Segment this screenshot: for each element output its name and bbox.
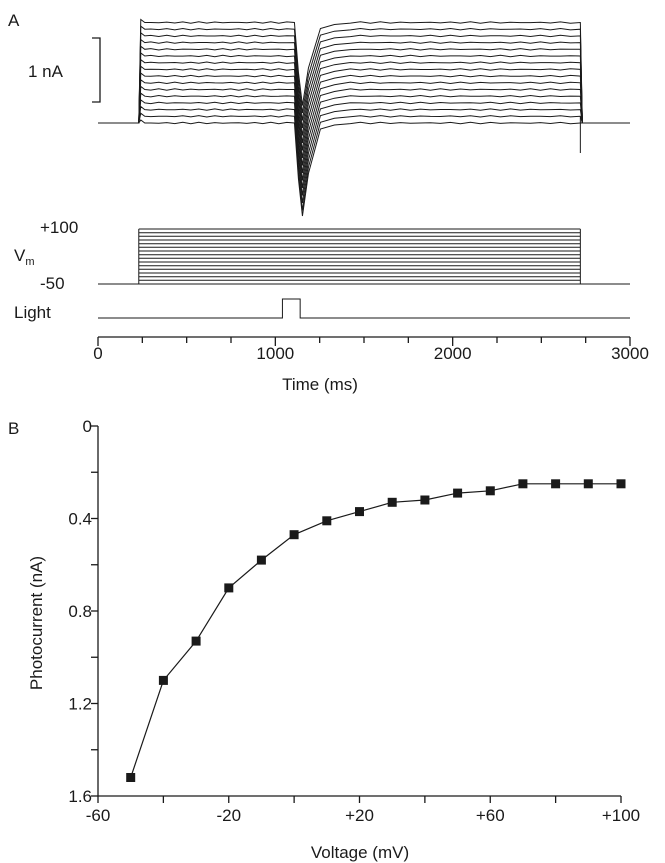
time-axis: 0 1000 2000 3000	[93, 336, 649, 363]
voltage-axis-label: Voltage (mV)	[311, 843, 409, 862]
x-tick-label: +20	[345, 806, 374, 825]
y-tick-label: 1.2	[68, 695, 92, 714]
current-trace	[98, 85, 630, 181]
panel-a-traces	[98, 18, 630, 217]
y-tick-label: 0.8	[68, 602, 92, 621]
current-trace	[98, 92, 630, 189]
iv-point	[551, 479, 561, 489]
x-tick-label: +60	[476, 806, 505, 825]
voltage-protocol	[98, 228, 630, 285]
iv-axes-lines	[97, 426, 621, 797]
iv-point	[355, 507, 364, 517]
iv-curve-line	[130, 483, 621, 778]
iv-points	[126, 479, 626, 782]
current-trace	[98, 25, 630, 124]
iv-point	[322, 516, 332, 526]
iv-point	[224, 583, 234, 593]
voltage-label-sub: m	[25, 256, 34, 268]
voltage-label: Vm	[14, 246, 35, 268]
time-tick-label: 1000	[256, 344, 294, 363]
x-tick-label: +100	[602, 806, 640, 825]
iv-point	[256, 555, 266, 565]
light-pulse	[98, 298, 630, 319]
y-tick-label: 1.6	[68, 787, 92, 806]
time-axis-label: Time (ms)	[282, 375, 358, 394]
iv-point	[387, 497, 397, 507]
light-label: Light	[14, 303, 51, 322]
current-trace	[98, 45, 630, 136]
voltage-top-label: +100	[40, 218, 78, 237]
current-trace	[98, 98, 630, 196]
iv-point	[126, 773, 136, 782]
iv-point	[485, 486, 495, 496]
iv-point	[289, 530, 299, 540]
current-trace	[98, 52, 630, 144]
voltage-bottom-label: -50	[40, 274, 65, 293]
step-edges	[138, 229, 581, 284]
current-trace	[98, 18, 630, 124]
time-tick-label: 2000	[434, 344, 472, 363]
iv-point	[453, 488, 463, 498]
current-trace	[98, 119, 630, 217]
y-tick-label: 0	[83, 417, 92, 436]
current-trace	[98, 72, 630, 166]
photocurrent-axis-label: Photocurrent (nA)	[27, 556, 46, 690]
current-trace	[98, 38, 630, 129]
current-trace	[98, 58, 630, 151]
x-tick-label: -20	[216, 806, 241, 825]
iv-point	[616, 479, 626, 489]
scale-bar-label: 1 nA	[28, 62, 64, 81]
iv-point	[583, 479, 593, 489]
iv-point	[420, 495, 430, 505]
time-tick-label: 0	[93, 344, 102, 363]
panel-label-b: B	[8, 419, 19, 438]
iv-point	[158, 675, 168, 685]
current-trace	[98, 78, 630, 174]
current-trace	[98, 112, 630, 211]
panel-label-a: A	[8, 11, 20, 30]
scale-bar: 1 nA	[28, 37, 101, 103]
y-tick-label: 0.4	[68, 510, 92, 529]
x-tick-label: -60	[86, 806, 111, 825]
current-trace	[98, 31, 630, 124]
panel-b-axes: 0 0.4 0.8 1.2 1.6-60 -20 +20 +60 +100	[68, 417, 640, 825]
iv-point	[518, 479, 528, 489]
current-trace	[98, 65, 630, 159]
voltage-label-main: V	[14, 246, 26, 265]
time-tick-label: 3000	[611, 344, 649, 363]
current-trace	[98, 105, 630, 204]
iv-point	[191, 636, 201, 646]
